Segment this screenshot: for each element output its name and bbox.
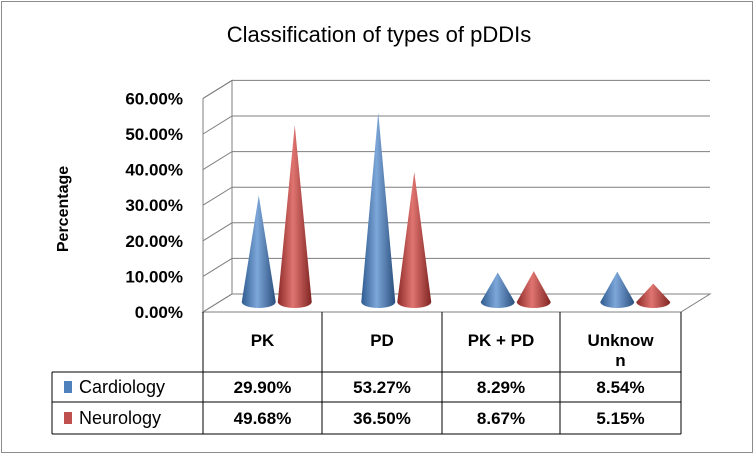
cone-neurology-1	[397, 172, 432, 308]
legend-swatch-cardiology	[64, 381, 72, 393]
gridline	[202, 186, 710, 206]
data-label: 8.67%	[477, 409, 525, 428]
data-label: 8.54%	[596, 378, 644, 397]
y-tick-label: 30.00%	[125, 196, 183, 215]
y-tick-label: 60.00%	[125, 89, 183, 108]
cone-body	[277, 125, 312, 309]
gridline	[202, 151, 710, 171]
legend-label: Cardiology	[79, 377, 165, 397]
data-label: 53.27%	[353, 378, 411, 397]
y-tick-label: 0.00%	[135, 303, 183, 322]
gridline	[202, 257, 710, 277]
legend-swatch-neurology	[64, 412, 72, 424]
y-axis-ticks: 0.00% 10.00% 20.00% 30.00% 40.00% 50.00% 60.00…	[125, 89, 183, 322]
x-tick-label: Unknow n	[587, 331, 654, 370]
cone-body	[516, 271, 551, 308]
cone-neurology-0	[277, 125, 312, 309]
gridline	[202, 79, 710, 99]
y-axis-label: Percentage	[55, 166, 72, 252]
cone-cardiology-2	[480, 272, 515, 308]
gridlines	[202, 79, 710, 313]
x-tick-label: PK + PD	[468, 331, 535, 350]
cone-neurology-2	[516, 271, 551, 308]
cone-cardiology-0	[241, 195, 276, 308]
cone-neurology-3	[636, 283, 671, 308]
data-label: 5.15%	[596, 409, 644, 428]
legend-label: Neurology	[79, 408, 161, 428]
chart-title: Classification of types of pDDIs	[227, 22, 531, 47]
x-tick-label: PD	[370, 331, 394, 350]
cone-body	[361, 112, 396, 309]
cone-body	[241, 195, 276, 308]
data-label: 8.29%	[477, 378, 525, 397]
cones	[241, 112, 671, 309]
y-tick-label: 20.00%	[125, 232, 183, 251]
data-label: 29.90%	[234, 378, 292, 397]
cone-cardiology-1	[361, 112, 396, 309]
cone-cardiology-3	[600, 271, 635, 308]
gridline	[202, 293, 710, 313]
data-label: 36.50%	[353, 409, 411, 428]
data-label: 49.68%	[234, 409, 292, 428]
chart-walls	[201, 79, 712, 313]
cone-body	[600, 271, 635, 308]
y-tick-label: 50.00%	[125, 125, 183, 144]
y-tick-label: 10.00%	[125, 267, 183, 286]
data-table: PK PD PK + PD Unknow n Cardiology 29.90% 53.27%…	[51, 312, 682, 435]
cone-body	[636, 283, 671, 308]
cone-body	[480, 272, 515, 308]
gridline	[202, 222, 710, 242]
x-tick-label: PK	[251, 331, 275, 350]
y-tick-label: 40.00%	[125, 161, 183, 180]
cone-body	[397, 172, 432, 308]
gridline	[202, 115, 710, 135]
